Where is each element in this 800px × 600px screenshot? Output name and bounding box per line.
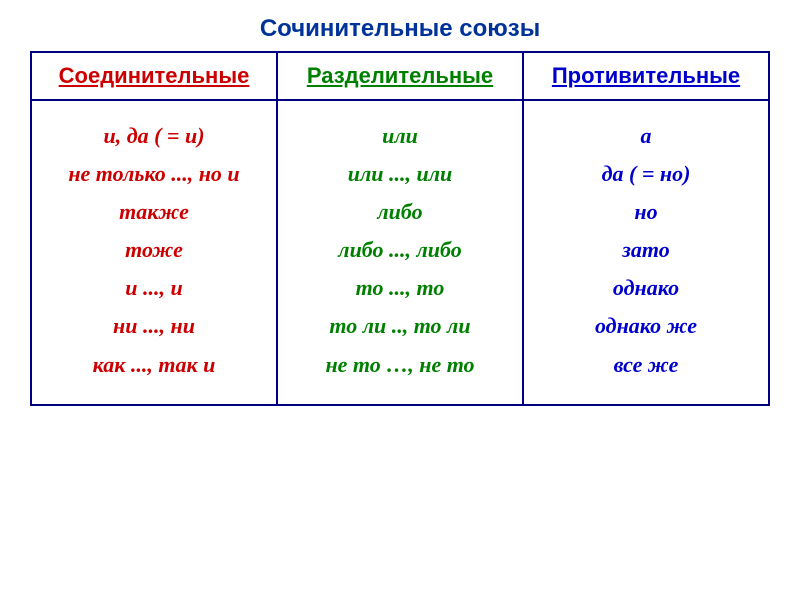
list-item: да ( = но) [534, 157, 758, 191]
list-item: и ..., и [42, 271, 266, 305]
conjunctions-table: Соединительные Разделительные Противител… [30, 51, 770, 406]
list-item: ни ..., ни [42, 309, 266, 343]
list-item: также [42, 195, 266, 229]
header-col3: Противительные [523, 52, 769, 100]
list-item: то ли .., то ли [288, 309, 512, 343]
list-item: и, да ( = и) [42, 119, 266, 153]
header-col1: Соединительные [31, 52, 277, 100]
list-item: как ..., так и [42, 348, 266, 382]
content-row: и, да ( = и) не только ..., но и также т… [31, 100, 769, 405]
list-item: не то …, не то [288, 348, 512, 382]
list-item: однако [534, 271, 758, 305]
list-item: а [534, 119, 758, 153]
content-col2: или или ..., или либо либо ..., либо то … [277, 100, 523, 405]
list-item: не только ..., но и [42, 157, 266, 191]
list-item: или [288, 119, 512, 153]
header-row: Соединительные Разделительные Противител… [31, 52, 769, 100]
list-item: все же [534, 348, 758, 382]
list-item: зато [534, 233, 758, 267]
list-item: но [534, 195, 758, 229]
list-item: тоже [42, 233, 266, 267]
content-col3: а да ( = но) но зато однако однако же вс… [523, 100, 769, 405]
list-item: либо [288, 195, 512, 229]
table-title: Сочинительные союзы [30, 15, 770, 43]
list-item: или ..., или [288, 157, 512, 191]
list-item: однако же [534, 309, 758, 343]
header-col2: Разделительные [277, 52, 523, 100]
content-col1: и, да ( = и) не только ..., но и также т… [31, 100, 277, 405]
list-item: либо ..., либо [288, 233, 512, 267]
list-item: то ..., то [288, 271, 512, 305]
